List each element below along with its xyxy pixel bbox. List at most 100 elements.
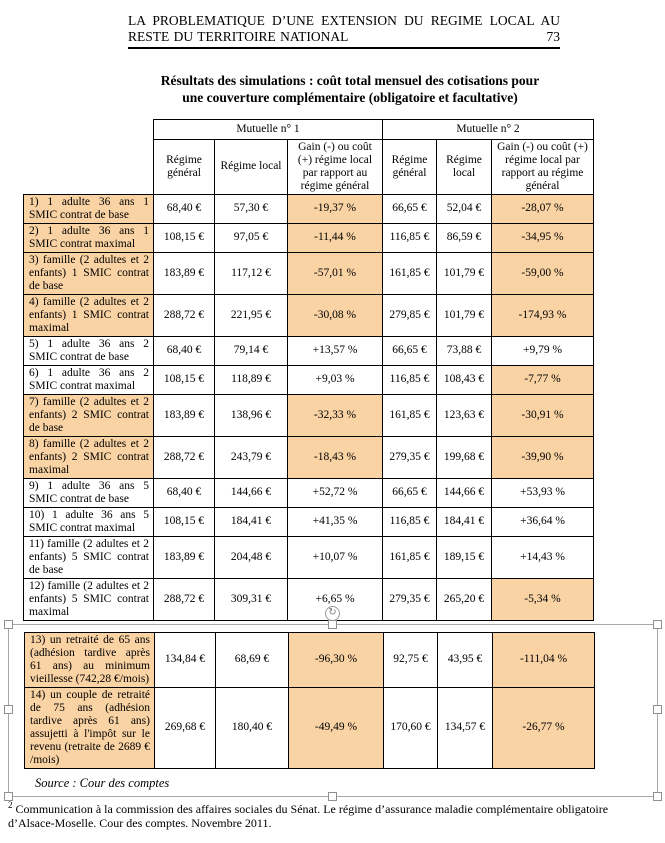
row-label: 8) famille (2 adultes et 2 enfants) 2 SM…	[23, 435, 154, 479]
m2-gain: -28,07 %	[491, 193, 594, 224]
selection-frame[interactable]: ↻ 13) un retraité de 65 ans (adhésion ta…	[4, 605, 662, 801]
resize-handle-top-center[interactable]	[328, 619, 337, 629]
table-row: 4) famille (2 adultes et 2 enfants) 1 SM…	[23, 293, 594, 337]
m2-regime-local: 73,88 €	[436, 335, 492, 366]
table-row: 9) 1 adulte 36 ans 5 SMIC contrat de bas…	[23, 477, 594, 508]
m1-regime-local: 138,96 €	[214, 393, 288, 437]
m2-gain: +36,64 %	[491, 506, 594, 537]
m1-regime-general: 108,15 €	[153, 506, 215, 537]
m2-regime-local: 52,04 €	[436, 193, 492, 224]
table-row: 5) 1 adulte 36 ans 2 SMIC contrat de bas…	[23, 335, 594, 366]
m2-gain: -174,93 %	[491, 293, 594, 337]
page-number: 73	[546, 28, 561, 44]
blank-corner-cell	[24, 119, 154, 139]
m2-regime-general: 279,85 €	[382, 293, 437, 337]
row-label: 10) 1 adulte 36 ans 5 SMIC contrat maxim…	[23, 506, 154, 537]
m2-gain: -7,77 %	[491, 364, 594, 395]
row-label: 6) 1 adulte 36 ans 2 SMIC contrat maxima…	[23, 364, 154, 395]
m1-regime-general: 134,84 €	[154, 631, 216, 688]
m1-regime-general: 183,89 €	[153, 535, 215, 579]
footnote: 2 Communication à la commission des affa…	[8, 800, 655, 831]
m2-gain: -111,04 %	[492, 631, 595, 688]
m2-regime-general: 161,85 €	[382, 535, 437, 579]
m1-gain: -30,08 %	[287, 293, 383, 337]
column-header-row: Régime général Régime local Gain (-) ou …	[24, 138, 594, 195]
m2-regime-general: 116,85 €	[382, 364, 437, 395]
resize-handle-top-right[interactable]	[653, 619, 662, 629]
table-row: 10) 1 adulte 36 ans 5 SMIC contrat maxim…	[23, 506, 594, 537]
m1-regime-local: 79,14 €	[214, 335, 288, 366]
m2-gain: +14,43 %	[491, 535, 594, 579]
table-row: 3) famille (2 adultes et 2 enfants) 1 SM…	[23, 251, 594, 295]
resize-handle-top-left[interactable]	[4, 619, 13, 629]
m2-gain: -59,00 %	[491, 251, 594, 295]
m2-regime-general: 170,60 €	[383, 686, 438, 769]
m1-regime-local: 117,12 €	[214, 251, 288, 295]
m2-regime-general: 279,35 €	[382, 577, 437, 621]
m1-gain: -96,30 %	[288, 631, 384, 688]
table-row: 2) 1 adulte 36 ans 1 SMIC contrat maxima…	[23, 222, 594, 253]
m1-gain: +13,57 %	[287, 335, 383, 366]
m2-regime-local: 123,63 €	[436, 393, 492, 437]
row-label: 13) un retraité de 65 ans (adhésion tard…	[24, 631, 155, 688]
m1-gain: +52,72 %	[287, 477, 383, 508]
table-row: 13) un retraité de 65 ans (adhésion tard…	[24, 631, 595, 688]
group-header-mutuelle-1: Mutuelle n° 1	[153, 118, 383, 140]
row-label: 4) famille (2 adultes et 2 enfants) 1 SM…	[23, 293, 154, 337]
resize-handle-bottom-right[interactable]	[653, 791, 662, 801]
table-row: 8) famille (2 adultes et 2 enfants) 2 SM…	[23, 435, 594, 479]
m2-regime-general: 116,85 €	[382, 506, 437, 537]
m1-gain: -32,33 %	[287, 393, 383, 437]
m1-regime-general: 68,40 €	[153, 193, 215, 224]
m1-regime-general: 108,15 €	[153, 222, 215, 253]
table-row: 11) famille (2 adultes et 2 enfants) 5 S…	[23, 535, 594, 579]
m2-regime-general: 66,65 €	[382, 335, 437, 366]
main-table-body: 1) 1 adulte 36 ans 1 SMIC contrat de bas…	[23, 193, 594, 621]
m1-gain: -11,44 %	[287, 222, 383, 253]
m1-regime-general: 183,89 €	[153, 393, 215, 437]
m1-regime-local: 221,95 €	[214, 293, 288, 337]
table-row: 6) 1 adulte 36 ans 2 SMIC contrat maxima…	[23, 364, 594, 395]
row-label: 7) famille (2 adultes et 2 enfants) 2 SM…	[23, 393, 154, 437]
m1-regime-local: 184,41 €	[214, 506, 288, 537]
col-header-m2-regime-general: Régime général	[382, 138, 437, 195]
m1-regime-local: 57,30 €	[214, 193, 288, 224]
m2-regime-local: 101,79 €	[436, 251, 492, 295]
row-label: 1) 1 adulte 36 ans 1 SMIC contrat de bas…	[23, 193, 154, 224]
table-row: 14) un couple de retraité de 75 ans (adh…	[24, 686, 595, 769]
m2-regime-local: 134,57 €	[437, 686, 493, 769]
col-header-m1-regime-general: Régime général	[153, 138, 215, 195]
m1-regime-general: 183,89 €	[153, 251, 215, 295]
row-label: 2) 1 adulte 36 ans 1 SMIC contrat maxima…	[23, 222, 154, 253]
retiree-table-body: 13) un retraité de 65 ans (adhésion tard…	[24, 631, 595, 769]
rotate-handle[interactable]: ↻	[325, 605, 340, 621]
rotate-icon: ↻	[328, 607, 337, 619]
row-label: 5) 1 adulte 36 ans 2 SMIC contrat de bas…	[23, 335, 154, 366]
m1-regime-general: 68,40 €	[153, 335, 215, 366]
m1-gain: -19,37 %	[287, 193, 383, 224]
table-row: 7) famille (2 adultes et 2 enfants) 2 SM…	[23, 393, 594, 437]
m2-regime-general: 116,85 €	[382, 222, 437, 253]
m2-regime-general: 92,75 €	[383, 631, 438, 688]
m2-regime-local: 86,59 €	[436, 222, 492, 253]
running-header-line1: LA PROBLEMATIQUE D’UNE EXTENSION DU REGI…	[128, 13, 560, 28]
resize-handle-bottom-left[interactable]	[4, 791, 13, 801]
m2-regime-local: 43,95 €	[437, 631, 493, 688]
row-label: 11) famille (2 adultes et 2 enfants) 5 S…	[23, 535, 154, 579]
m1-regime-general: 288,72 €	[153, 577, 215, 621]
footnote-marker: 2	[8, 799, 13, 810]
m2-regime-local: 144,66 €	[436, 477, 492, 508]
resize-handle-bottom-center[interactable]	[328, 791, 337, 801]
table-row: 1) 1 adulte 36 ans 1 SMIC contrat de bas…	[23, 193, 594, 224]
resize-handle-middle-left[interactable]	[4, 705, 13, 715]
resize-handle-middle-right[interactable]	[653, 705, 662, 715]
running-header-text: RESTE DU TERRITOIRE NATIONAL	[128, 28, 349, 44]
m2-gain: -34,95 %	[491, 222, 594, 253]
m1-gain: +10,07 %	[287, 535, 383, 579]
m1-regime-local: 204,48 €	[214, 535, 288, 579]
m2-regime-local: 189,15 €	[436, 535, 492, 579]
col-header-m1-gain: Gain (-) ou coût (+) régime local par ra…	[287, 138, 383, 195]
table-title-line1: Résultats des simulations : coût total m…	[160, 72, 540, 88]
col-header-m2-regime-local: Régime local	[436, 138, 492, 195]
